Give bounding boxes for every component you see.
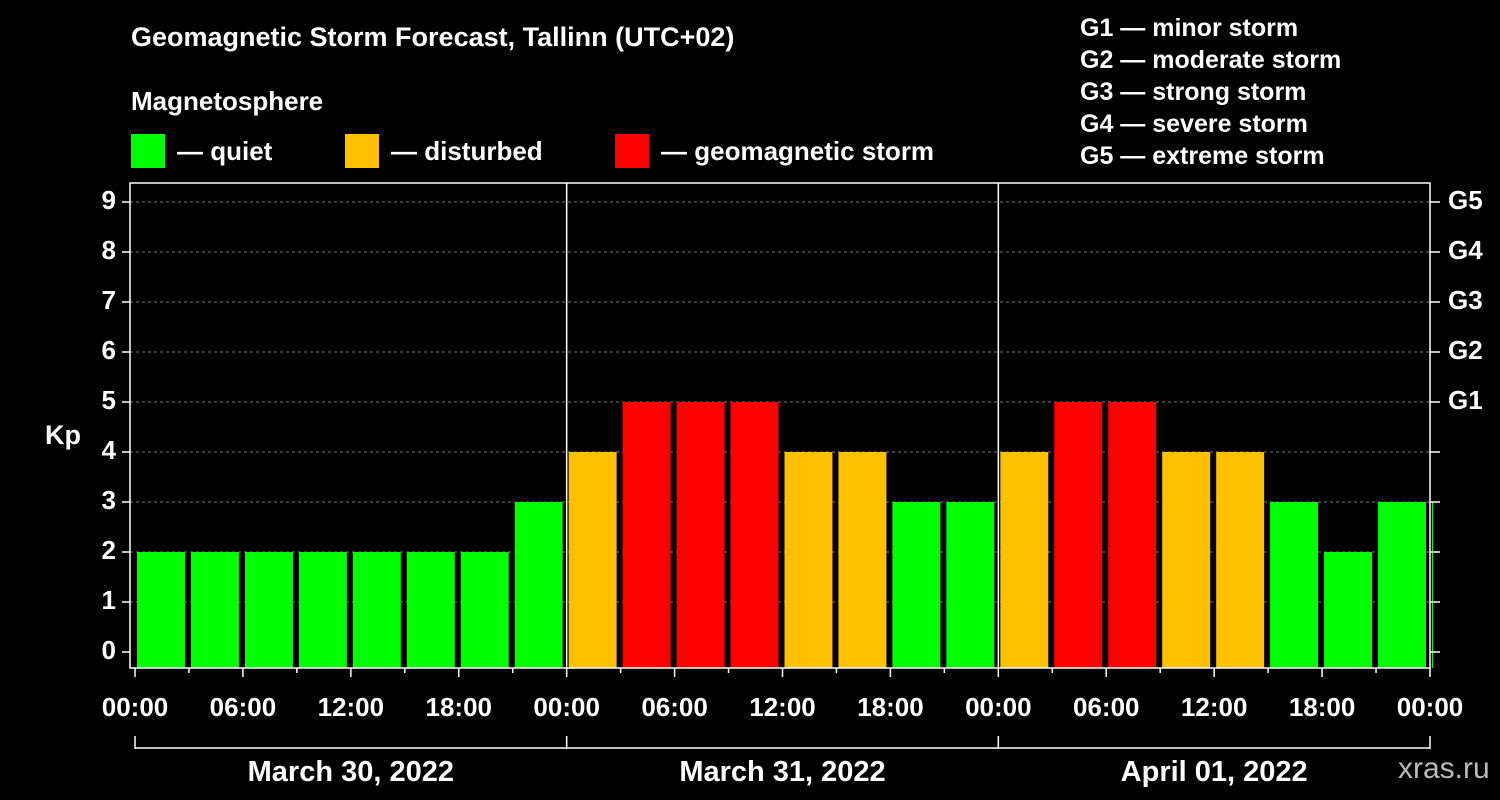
x-tick-label: 06:00 <box>641 692 708 722</box>
date-label: March 30, 2022 <box>248 756 454 788</box>
storm-scale-g2: G2 — moderate storm <box>1080 46 1342 74</box>
y-tick-label: 8 <box>102 235 116 265</box>
legend-disturbed: — disturbed <box>345 134 543 168</box>
kp-bar <box>568 452 617 668</box>
x-tick-label: 00:00 <box>965 692 1032 722</box>
right-tick-label: G4 <box>1448 235 1483 265</box>
y-tick-label: 7 <box>102 285 116 315</box>
x-tick-label: 00:00 <box>533 692 600 722</box>
brand-watermark: xras.ru <box>1398 752 1490 785</box>
x-tick-label: 18:00 <box>426 692 493 722</box>
x-tick-label: 06:00 <box>1073 692 1140 722</box>
storm-scale-legend: G1 — minor storm G2 — moderate storm G3 … <box>1080 12 1341 172</box>
kp-bar <box>298 552 347 668</box>
x-tick-label: 06:00 <box>210 692 277 722</box>
storm-scale-g3: G3 — strong storm <box>1080 78 1307 106</box>
kp-bar <box>137 552 185 668</box>
x-tick-label: 12:00 <box>1181 692 1248 722</box>
right-tick-label: G2 <box>1448 335 1483 365</box>
y-tick-label: 6 <box>102 335 116 365</box>
kp-bar <box>190 552 239 668</box>
x-tick-label: 00:00 <box>1397 692 1464 722</box>
kp-bar <box>514 502 563 668</box>
kp-bar <box>244 552 293 668</box>
legend-label-quiet: — quiet <box>177 135 273 166</box>
kp-bar <box>1378 502 1426 668</box>
kp-bar <box>406 552 455 668</box>
x-tick-label: 18:00 <box>857 692 924 722</box>
y-tick-label: 4 <box>102 435 117 465</box>
legend-label-storm: — geomagnetic storm <box>661 135 935 166</box>
kp-bar <box>1054 402 1103 668</box>
legend-swatch-disturbed <box>345 134 379 168</box>
right-tick-label: G5 <box>1448 185 1483 215</box>
legend-title: Magnetosphere <box>131 86 324 116</box>
kp-bar <box>1108 402 1157 668</box>
kp-bar <box>784 452 833 668</box>
y-tick-label: 5 <box>102 385 116 415</box>
kp-bar <box>460 552 509 668</box>
kp-bar <box>1432 502 1433 668</box>
legend-swatch-quiet <box>131 134 165 168</box>
kp-bar <box>946 502 995 668</box>
kp-bar <box>892 502 941 668</box>
legend-label-disturbed: — disturbed <box>391 135 543 166</box>
kp-bar <box>1000 452 1049 668</box>
storm-scale-g1: G1 — minor storm <box>1080 14 1299 42</box>
legend-quiet: — quiet <box>131 134 272 168</box>
kp-bar <box>622 402 671 668</box>
kp-bar <box>730 402 779 668</box>
kp-bar <box>676 402 725 668</box>
right-tick-label: G1 <box>1448 385 1483 415</box>
legend-swatch-storm <box>615 134 649 168</box>
y-tick-label: 2 <box>102 535 116 565</box>
y-tick-label: 3 <box>102 485 116 515</box>
x-tick-label: 00:00 <box>102 692 169 722</box>
y-tick-label: 1 <box>102 585 116 615</box>
right-tick-label: G3 <box>1448 285 1483 315</box>
y-axis-label: Kp <box>45 420 81 450</box>
kp-bar <box>838 452 887 668</box>
storm-scale-g4: G4 — severe storm <box>1080 110 1308 138</box>
kp-bar <box>1324 552 1373 668</box>
x-tick-label: 12:00 <box>318 692 385 722</box>
y-tick-label: 9 <box>102 185 116 215</box>
date-label: March 31, 2022 <box>679 756 885 788</box>
date-label: April 01, 2022 <box>1121 756 1308 788</box>
plot-frame <box>129 182 1431 669</box>
storm-scale-g5: G5 — extreme storm <box>1080 142 1325 170</box>
kp-bar <box>1216 452 1265 668</box>
kp-bar <box>352 552 401 668</box>
kp-bar <box>1270 502 1319 668</box>
y-tick-label: 0 <box>102 635 116 665</box>
x-tick-label: 18:00 <box>1289 692 1356 722</box>
x-tick-label: 12:00 <box>749 692 816 722</box>
chart-title: Geomagnetic Storm Forecast, Tallinn (UTC… <box>131 22 735 52</box>
legend-storm: — geomagnetic storm <box>615 134 934 168</box>
kp-bar <box>1162 452 1211 668</box>
